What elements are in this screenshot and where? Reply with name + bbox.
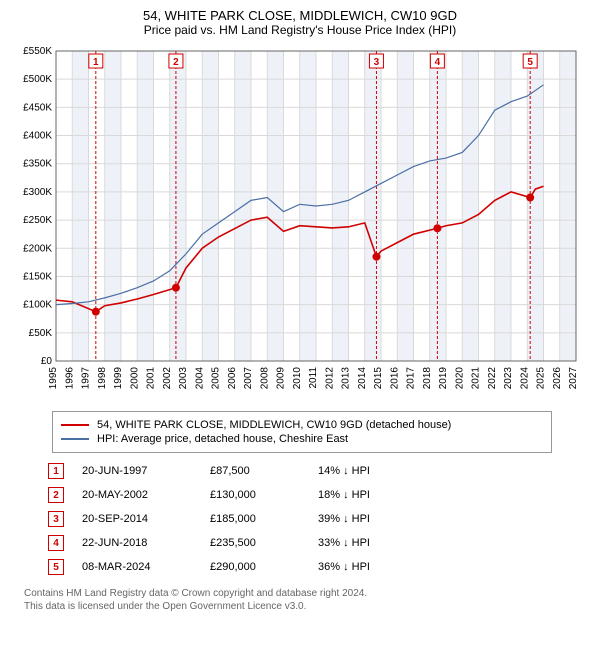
legend: 54, WHITE PARK CLOSE, MIDDLEWICH, CW10 9… <box>52 411 552 453</box>
svg-text:5: 5 <box>527 57 533 68</box>
event-delta: 18% ↓ HPI <box>318 489 408 501</box>
event-row: 5 08-MAR-2024 £290,000 36% ↓ HPI <box>48 555 588 579</box>
page-subtitle: Price paid vs. HM Land Registry's House … <box>12 23 588 37</box>
svg-text:2002: 2002 <box>162 367 173 390</box>
svg-text:2023: 2023 <box>503 367 514 390</box>
event-marker: 1 <box>48 463 64 479</box>
svg-text:2015: 2015 <box>373 367 384 390</box>
svg-text:2005: 2005 <box>211 367 222 390</box>
svg-text:2018: 2018 <box>422 367 433 390</box>
legend-swatch <box>61 438 89 440</box>
event-date: 08-MAR-2024 <box>82 561 192 573</box>
svg-text:1996: 1996 <box>64 367 75 390</box>
footer-line-2: This data is licensed under the Open Gov… <box>24 600 588 613</box>
legend-item: 54, WHITE PARK CLOSE, MIDDLEWICH, CW10 9… <box>61 418 543 432</box>
svg-text:2021: 2021 <box>471 367 482 390</box>
svg-text:1998: 1998 <box>97 367 108 390</box>
svg-text:2022: 2022 <box>487 367 498 390</box>
event-price: £130,000 <box>210 489 300 501</box>
event-date: 22-JUN-2018 <box>82 537 192 549</box>
svg-text:4: 4 <box>435 57 441 68</box>
event-marker: 4 <box>48 535 64 551</box>
svg-text:2007: 2007 <box>243 367 254 390</box>
svg-text:£350K: £350K <box>23 159 52 170</box>
svg-text:2020: 2020 <box>454 367 465 390</box>
svg-text:2026: 2026 <box>552 367 563 390</box>
event-price: £185,000 <box>210 513 300 525</box>
svg-text:2004: 2004 <box>194 367 205 390</box>
event-row: 4 22-JUN-2018 £235,500 33% ↓ HPI <box>48 531 588 555</box>
svg-text:2012: 2012 <box>324 367 335 390</box>
svg-text:2017: 2017 <box>406 367 417 390</box>
event-marker: 5 <box>48 559 64 575</box>
svg-text:1995: 1995 <box>48 367 59 390</box>
svg-text:2025: 2025 <box>536 367 547 390</box>
svg-text:2019: 2019 <box>438 367 449 390</box>
svg-text:£200K: £200K <box>23 243 52 254</box>
svg-text:2024: 2024 <box>519 367 530 390</box>
footer-attribution: Contains HM Land Registry data © Crown c… <box>24 587 588 613</box>
event-date: 20-JUN-1997 <box>82 465 192 477</box>
svg-text:£450K: £450K <box>23 102 52 113</box>
svg-text:2016: 2016 <box>389 367 400 390</box>
svg-text:1999: 1999 <box>113 367 124 390</box>
svg-text:2003: 2003 <box>178 367 189 390</box>
event-delta: 14% ↓ HPI <box>318 465 408 477</box>
legend-swatch <box>61 424 89 426</box>
svg-text:£100K: £100K <box>23 300 52 311</box>
svg-text:2: 2 <box>173 57 179 68</box>
svg-text:£250K: £250K <box>23 215 52 226</box>
event-date: 20-MAY-2002 <box>82 489 192 501</box>
event-date: 20-SEP-2014 <box>82 513 192 525</box>
svg-text:2000: 2000 <box>129 367 140 390</box>
svg-text:2001: 2001 <box>146 367 157 390</box>
event-delta: 36% ↓ HPI <box>318 561 408 573</box>
svg-text:£300K: £300K <box>23 187 52 198</box>
svg-text:£0: £0 <box>41 356 53 367</box>
events-table: 1 20-JUN-1997 £87,500 14% ↓ HPI 2 20-MAY-2002… <box>48 459 588 579</box>
svg-text:1: 1 <box>93 57 99 68</box>
svg-text:2014: 2014 <box>357 367 368 390</box>
footer-line-1: Contains HM Land Registry data © Crown c… <box>24 587 588 600</box>
svg-text:2013: 2013 <box>341 367 352 390</box>
event-row: 2 20-MAY-2002 £130,000 18% ↓ HPI <box>48 483 588 507</box>
svg-text:2009: 2009 <box>276 367 287 390</box>
event-price: £235,500 <box>210 537 300 549</box>
svg-text:2010: 2010 <box>292 367 303 390</box>
event-marker: 2 <box>48 487 64 503</box>
legend-label: HPI: Average price, detached house, Ches… <box>97 433 348 445</box>
price-chart: £0 £50K £100K £150K £200K £250K £300K £350K £400… <box>12 43 588 403</box>
event-delta: 33% ↓ HPI <box>318 537 408 549</box>
event-price: £290,000 <box>210 561 300 573</box>
svg-text:2027: 2027 <box>568 367 579 390</box>
svg-text:£50K: £50K <box>29 328 53 339</box>
legend-item: HPI: Average price, detached house, Ches… <box>61 432 543 446</box>
svg-text:2011: 2011 <box>308 367 319 389</box>
svg-text:£400K: £400K <box>23 131 52 142</box>
event-marker: 3 <box>48 511 64 527</box>
svg-text:1997: 1997 <box>81 367 92 390</box>
event-price: £87,500 <box>210 465 300 477</box>
svg-text:£550K: £550K <box>23 46 52 57</box>
svg-text:2006: 2006 <box>227 367 238 390</box>
page-title: 54, WHITE PARK CLOSE, MIDDLEWICH, CW10 9… <box>12 8 588 23</box>
event-row: 1 20-JUN-1997 £87,500 14% ↓ HPI <box>48 459 588 483</box>
event-delta: 39% ↓ HPI <box>318 513 408 525</box>
svg-text:£500K: £500K <box>23 74 52 85</box>
svg-text:£150K: £150K <box>23 271 52 282</box>
event-row: 3 20-SEP-2014 £185,000 39% ↓ HPI <box>48 507 588 531</box>
svg-text:2008: 2008 <box>259 367 270 390</box>
svg-text:3: 3 <box>374 57 380 68</box>
legend-label: 54, WHITE PARK CLOSE, MIDDLEWICH, CW10 9… <box>97 419 451 431</box>
